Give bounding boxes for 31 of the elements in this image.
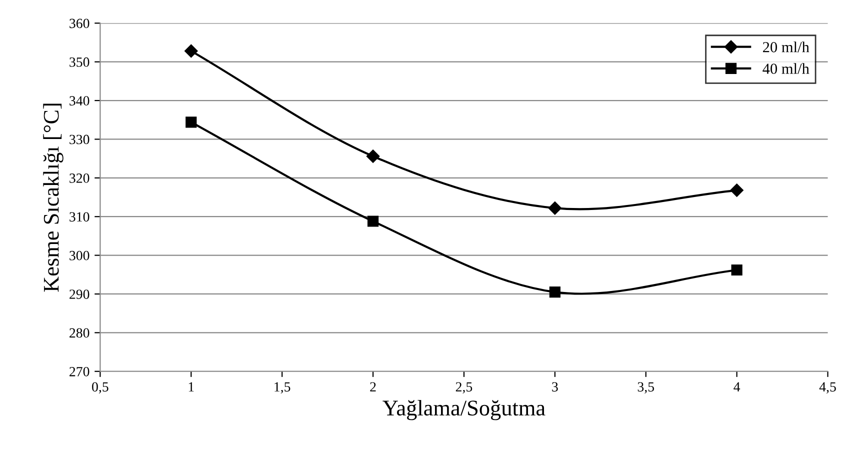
point [186, 116, 197, 128]
x-tick-label: 4 [734, 382, 740, 392]
x-tick-label: 2,5 [456, 382, 472, 394]
y-tick-label: 290 [70, 290, 90, 299]
x-tick-label: 1 [188, 382, 194, 392]
x-tick-label: 0,5 [92, 382, 108, 394]
x-tick-label: 1,5 [274, 382, 290, 394]
y-tick-label: 350 [70, 57, 90, 67]
y-tick-label: 300 [70, 250, 90, 260]
legend-label: 40 ml/h [762, 63, 810, 74]
y-tick-label: 340 [70, 96, 90, 106]
point [549, 286, 560, 298]
point [184, 44, 198, 58]
x-tick-label: 3 [552, 382, 558, 392]
y-tick-label: 360 [70, 18, 90, 28]
point [548, 202, 562, 215]
y-tick-label: 270 [70, 366, 90, 376]
y-axis-title: Kesme Sıcaklığı [°C] [43, 104, 64, 292]
point [366, 150, 380, 163]
x-tick-label: 3,5 [638, 382, 654, 394]
point [730, 184, 744, 197]
legend-label: 20 ml/h [763, 42, 810, 52]
y-tick-label: 310 [70, 212, 90, 222]
y-tick-label: 320 [70, 174, 90, 183]
x-tick-label: 2 [370, 382, 376, 392]
point [367, 216, 379, 227]
y-tick-label: 280 [70, 328, 90, 338]
y-tick-label: 330 [70, 134, 90, 144]
x-axis-title: Yağlama/Soğutma [382, 400, 546, 420]
point [731, 264, 742, 276]
x-tick-label: 4,5 [819, 382, 836, 394]
